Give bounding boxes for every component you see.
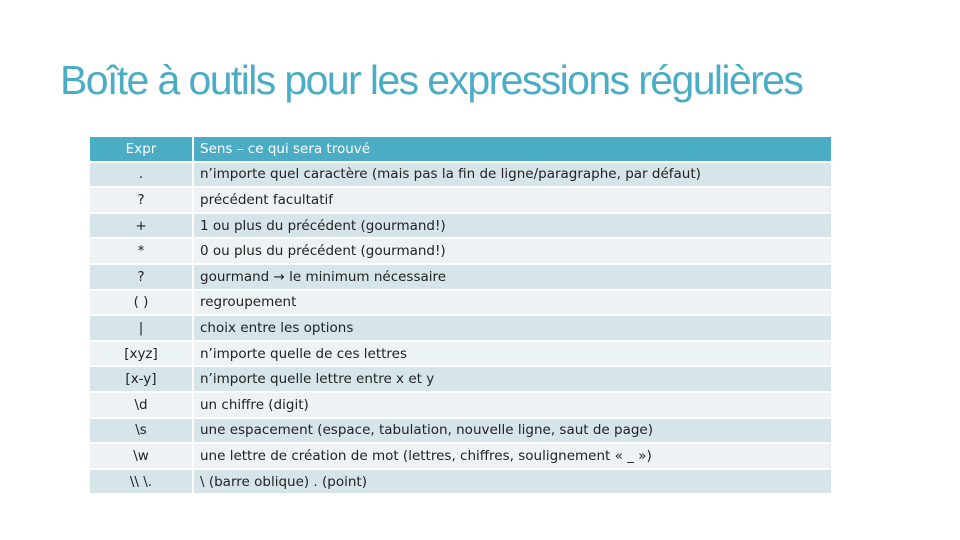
expr-cell: \w [90, 444, 192, 468]
expr-cell: | [90, 316, 192, 340]
table-row: \\ \. \ (barre oblique) . (point) [90, 469, 831, 494]
table-row: * 0 ou plus du précédent (gourmand!) [90, 239, 831, 263]
slide-title: Boîte à outils pour les expressions régu… [60, 57, 804, 103]
column-header-expr: Expr [90, 137, 192, 161]
table-row: ( ) regroupement [90, 290, 831, 315]
expr-cell: \\ \. [90, 469, 192, 494]
regex-table: Expr Sens – ce qui sera trouvé . n’impor… [88, 135, 833, 495]
table-row: ? précédent facultatif [90, 188, 831, 212]
table-row: ? gourmand → le minimum nécessaire [90, 264, 831, 289]
meaning-cell: regroupement [194, 290, 831, 315]
expr-cell: + [90, 213, 192, 238]
table-row: \w une lettre de création de mot (lettre… [90, 444, 831, 468]
table-row: + 1 ou plus du précédent (gourmand!) [90, 213, 831, 238]
table-row: \d un chiffre (digit) [90, 392, 831, 417]
expr-cell: \s [90, 418, 192, 443]
expr-cell: ? [90, 188, 192, 212]
meaning-cell: une lettre de création de mot (lettres, … [194, 444, 831, 468]
table-row: . n’importe quel caractère (mais pas la … [90, 162, 831, 187]
table-row: [xyz] n’importe quelle de ces lettres [90, 341, 831, 366]
expr-cell: . [90, 162, 192, 187]
meaning-cell: gourmand → le minimum nécessaire [194, 264, 831, 289]
expr-cell: ( ) [90, 290, 192, 315]
meaning-cell: n’importe quelle lettre entre x et y [194, 367, 831, 391]
meaning-cell: choix entre les options [194, 316, 831, 340]
column-header-meaning: Sens – ce qui sera trouvé [194, 137, 831, 161]
table-row: | choix entre les options [90, 316, 831, 340]
table-row: [x-y] n’importe quelle lettre entre x et… [90, 367, 831, 391]
meaning-cell: une espacement (espace, tabulation, nouv… [194, 418, 831, 443]
meaning-cell: \ (barre oblique) . (point) [194, 469, 831, 494]
meaning-cell: précédent facultatif [194, 188, 831, 212]
expr-cell: * [90, 239, 192, 263]
table-header-row: Expr Sens – ce qui sera trouvé [90, 137, 831, 161]
meaning-cell: 1 ou plus du précédent (gourmand!) [194, 213, 831, 238]
meaning-cell: 0 ou plus du précédent (gourmand!) [194, 239, 831, 263]
expr-cell: \d [90, 392, 192, 417]
expr-cell: [x-y] [90, 367, 192, 391]
meaning-cell: n’importe quel caractère (mais pas la fi… [194, 162, 831, 187]
meaning-cell: n’importe quelle de ces lettres [194, 341, 831, 366]
table-row: \s une espacement (espace, tabulation, n… [90, 418, 831, 443]
expr-cell: ? [90, 264, 192, 289]
expr-cell: [xyz] [90, 341, 192, 366]
meaning-cell: un chiffre (digit) [194, 392, 831, 417]
